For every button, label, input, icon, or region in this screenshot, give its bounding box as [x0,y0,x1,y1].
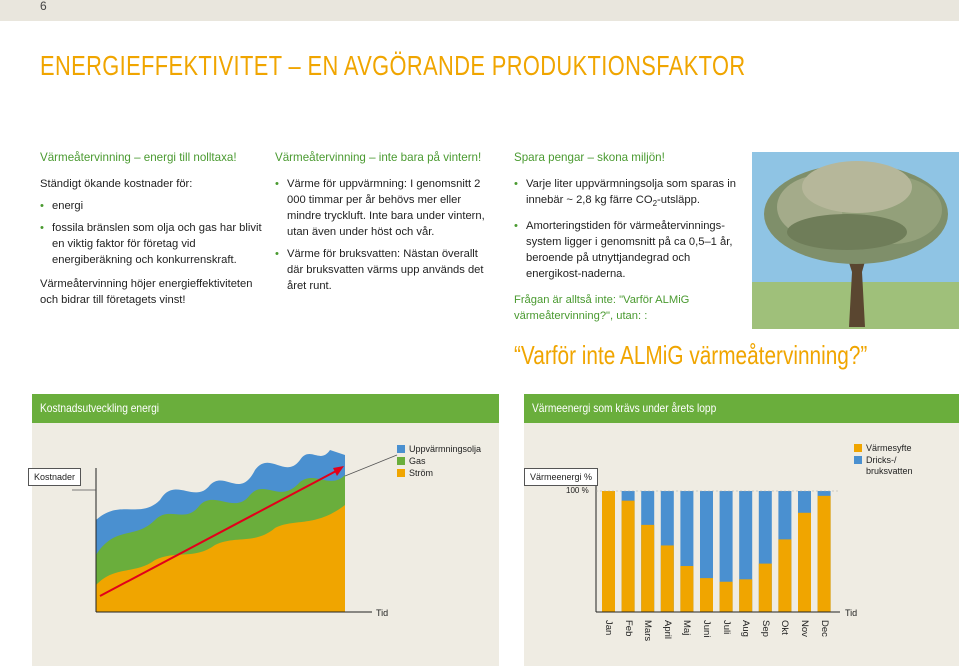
right-chart-bars [602,491,831,612]
list-item: Värme för uppvärmning: I genomsnitt 2 00… [275,176,487,240]
trend-arrowhead [333,466,344,476]
legend-label: Uppvärmningsolja [409,444,482,454]
co2-text-end: -utsläpp. [657,194,700,206]
list-item: Värme för bruksvatten: Nästan överallt d… [275,246,487,294]
co2-subscript: 2 [652,199,658,209]
column-3-heading: Spara pengar – skona miljön! [514,151,665,164]
legend-label: Värmesyfte [866,443,912,453]
right-chart-legend: Värmesyfte Dricks-/ bruksvatten [854,443,924,478]
ref-100-label: 100 % [566,486,589,495]
column-1-heading: Värmeåtervinning – energi till nolltaxa! [40,151,237,164]
right-y-axis-label: Värmeenergi % [524,468,599,486]
month-label: Juni [701,620,712,638]
page-number: 6 [40,0,47,13]
month-label: Juli [720,620,732,635]
list-item: Amorteringstiden för värmeåtervinnings-s… [514,218,736,282]
money-tree-image [752,152,959,329]
right-y-label-unit: % [584,472,593,482]
right-chart-band: Värmeenergi som krävs under årets lopp [524,394,959,423]
bar-varmesyfte-nov [798,512,811,612]
right-chart-title: Värmeenergi som krävs under årets lopp [532,401,717,415]
right-x-axis-label: Tid [845,608,858,618]
month-label: Nov [799,620,810,637]
left-chart-band: Kostnadsutveckling energi [32,394,499,423]
bar-varmesyfte-okt [778,539,792,612]
month-label: Maj [681,620,693,636]
month-label: April [661,620,673,640]
page-title: ENERGIEFFEKTIVITET – EN AVGÖRANDE PRODUK… [40,50,746,81]
month-label: Dec [818,620,830,637]
column-3: Spara pengar – skona miljön! Varje liter… [514,150,736,330]
left-y-axis-label: Kostnader [28,468,82,486]
left-chart-title: Kostnadsutveckling energi [40,401,160,415]
legend-swatch [854,444,862,452]
column-1-paragraph: Värmeåtervinning höjer energieffektivite… [40,278,253,306]
month-label: Aug [740,620,752,637]
column-2: Värmeåtervinning – inte bara på vintern!… [275,150,487,300]
legend-swatch [397,445,405,453]
column-1-intro: Ständigt ökande kostnader för: [40,178,193,190]
legend-label: Gas [409,456,426,466]
left-chart-legend: Uppvärmningsolja Gas Ström [397,444,481,480]
legend-swatch [397,469,405,477]
right-y-label-text: Värmeenergi [530,472,582,482]
legend-label: Ström [409,468,434,478]
column-3-list: Varje liter uppvärmningsolja som sparas … [514,176,736,282]
column-2-heading: Värmeåtervinning – inte bara på vintern! [275,151,482,164]
month-label: Mars [642,620,654,642]
bar-varmesyfte-jan [602,491,615,612]
legend-swatch [397,457,405,465]
legend-leader [344,454,398,477]
left-x-axis-label: Tid [376,608,389,618]
bar-varmesyfte-juni [700,578,713,612]
question-text: Frågan är alltså inte: "Varför ALMiG vär… [514,294,690,323]
column-1-list: energi fossila bränslen som olja och gas… [40,198,265,268]
bar-varmesyfte-april [660,545,674,612]
column-1: Värmeåtervinning – energi till nolltaxa!… [40,150,265,314]
month-label: Jan [603,620,614,636]
page-header-bar [0,0,959,21]
electricity-area [96,505,345,612]
legend-label: Dricks-/ bruksvatten [866,455,913,476]
bar-varmesyfte-dec [817,495,831,612]
bar-varmesyfte-mars [641,524,655,612]
list-item: energi [40,198,265,214]
legend-swatch [854,456,862,464]
month-label: Feb [622,620,634,637]
bar-varmesyfte-sep [758,563,772,612]
co2-text: Varje liter uppvärmningsolja som sparas … [526,178,736,206]
bar-varmesyfte-feb [621,500,635,612]
pull-quote: “Varför inte ALMiG värmeåtervinning?” [514,340,868,370]
bar-varmesyfte-juli [719,581,733,612]
bar-varmesyfte-maj [680,566,694,612]
column-2-list: Värme för uppvärmning: I genomsnitt 2 00… [275,176,487,294]
list-item: fossila bränslen som olja och gas har bl… [40,220,265,268]
month-label: Okt [779,620,791,635]
trend-arrow-line [99,469,339,597]
bar-varmesyfte-aug [739,579,753,612]
list-item: Varje liter uppvärmningsolja som sparas … [514,176,736,212]
month-label: Sep [759,620,771,637]
